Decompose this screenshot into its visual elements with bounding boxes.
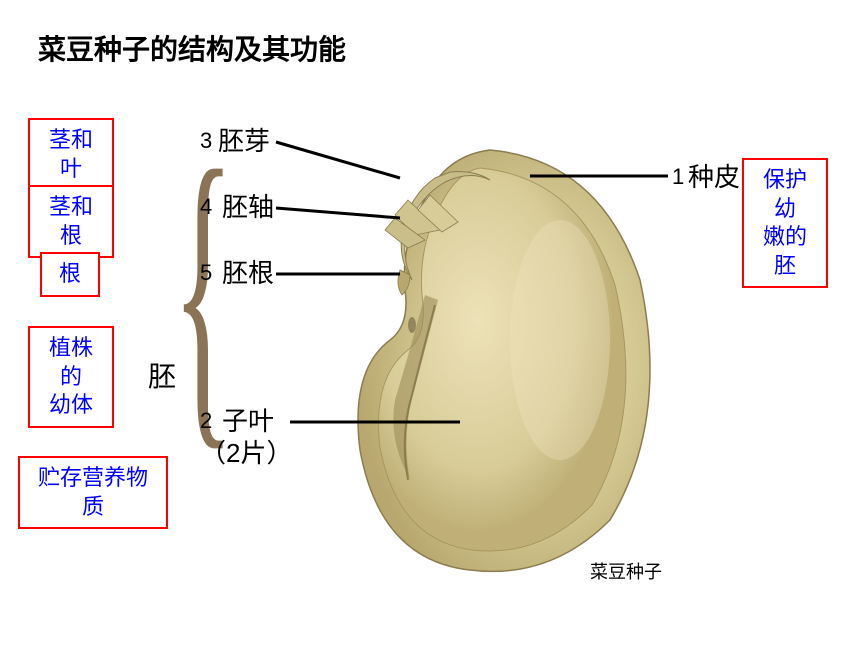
fn-stem-root: 茎和根 xyxy=(28,185,114,258)
seed-illustration xyxy=(340,140,660,580)
plumule-label: 胚芽 xyxy=(218,126,270,157)
fn-stem-leaf: 茎和叶 xyxy=(28,118,114,191)
embryo-label: 胚 xyxy=(148,360,176,394)
hypocotyl-label: 胚轴 xyxy=(222,192,274,223)
radicle-num: 5 xyxy=(200,260,212,286)
fn-nutrition: 贮存营养物质 xyxy=(18,456,168,529)
cotyledon-extra: （2片） xyxy=(200,438,292,469)
radicle-label: 胚根 xyxy=(222,258,274,289)
fn-seedling: 植株的 幼体 xyxy=(28,326,114,428)
fn-protect: 保护幼 嫩的胚 xyxy=(742,158,828,288)
fn-root: 根 xyxy=(40,252,100,297)
seedcoat-num: 1 xyxy=(672,164,684,190)
seedcoat-label: 种皮 xyxy=(688,162,740,193)
cotyledon-num: 2 xyxy=(200,408,212,434)
cotyledon-label: 子叶 xyxy=(222,406,274,437)
hypocotyl-num: 4 xyxy=(200,194,212,220)
plumule-num: 3 xyxy=(200,128,212,154)
seed-caption: 菜豆种子 xyxy=(590,558,662,584)
page-title: 菜豆种子的结构及其功能 xyxy=(38,28,346,68)
